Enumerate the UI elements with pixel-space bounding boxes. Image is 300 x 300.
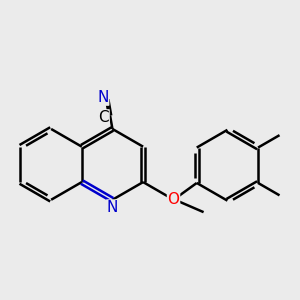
- Text: C: C: [98, 110, 109, 125]
- Text: N: N: [107, 200, 118, 215]
- Text: N: N: [97, 90, 109, 105]
- Text: O: O: [167, 192, 179, 207]
